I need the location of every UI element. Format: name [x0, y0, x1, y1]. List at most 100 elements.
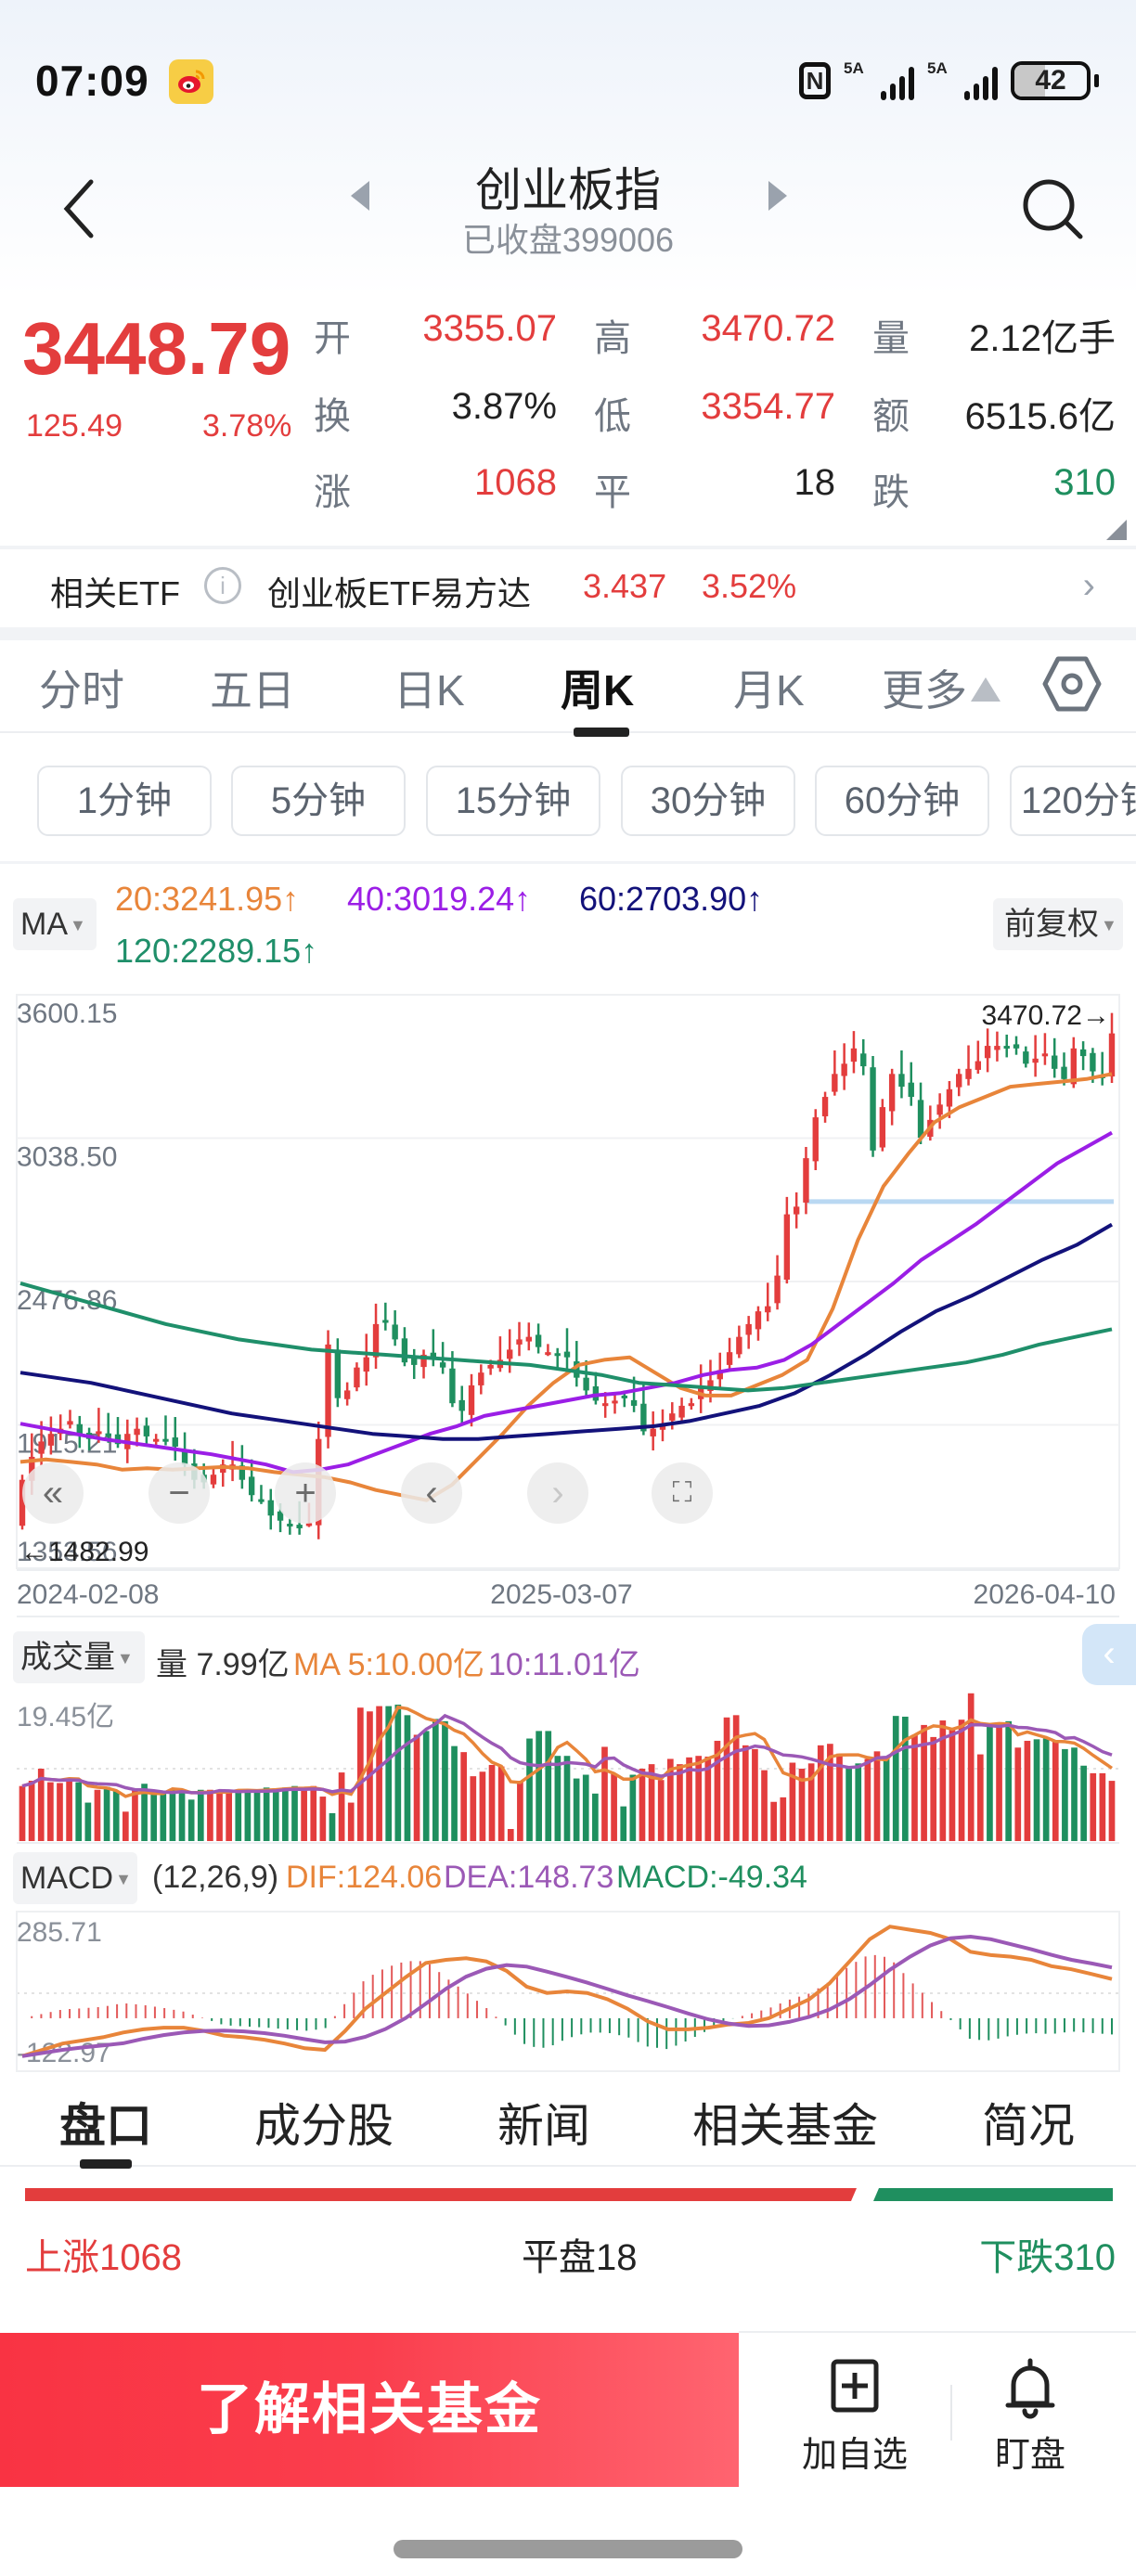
triangle-up-icon — [971, 677, 1000, 702]
tab-overview[interactable]: 简况 — [982, 2100, 1075, 2152]
stock-code-status: 已收盘399006 — [461, 221, 675, 259]
decliners-label: 跌 — [872, 472, 910, 513]
chart-settings-button[interactable] — [1041, 653, 1103, 715]
ma40-value: 40:3019.24↑ — [347, 880, 532, 918]
page-header: 创业板指 已收盘399006 — [0, 153, 1136, 264]
back-button[interactable] — [56, 176, 111, 241]
volume-chart: 19.45亿 — [17, 1693, 1119, 1844]
advancers-label: 涨 — [314, 472, 351, 513]
prev-stock-button[interactable] — [351, 181, 369, 211]
signal-sim1-icon: 5A — [844, 59, 914, 100]
svg-text:2026-04-10: 2026-04-10 — [974, 1579, 1116, 1610]
breadth-bar — [25, 2188, 1113, 2201]
ma-selector[interactable]: MA ▼ — [13, 898, 97, 950]
page-title: 创业板指 — [475, 164, 661, 216]
side-panel-toggle[interactable]: ‹ — [1082, 1624, 1136, 1685]
divider — [0, 546, 1136, 549]
dropdown-arrow-icon: ▼ — [115, 1870, 132, 1888]
high-label: 高 — [594, 318, 631, 359]
ma20-value: 20:3241.95↑ — [115, 880, 300, 918]
macd-params: (12,26,9) — [152, 1860, 279, 1895]
related-etf-label: 相关ETF — [50, 574, 180, 612]
ma120-value: 120:2289.15↑ — [115, 932, 318, 970]
dropdown-arrow-icon: ▼ — [1101, 916, 1117, 934]
tab-order-book[interactable]: 盘口 — [59, 2100, 152, 2152]
last-price: 3448.79 — [22, 307, 291, 390]
divider — [950, 2385, 952, 2441]
etf-change-pct: 3.52% — [702, 567, 797, 605]
price-alert-button[interactable]: 盯盘 — [965, 2357, 1095, 2475]
decliners-count: 下跌310 — [979, 2237, 1116, 2278]
zoom-out-button[interactable]: − — [148, 1462, 210, 1524]
svg-text:285.71: 285.71 — [17, 1917, 102, 1948]
pill-30min[interactable]: 30分钟 — [621, 766, 795, 836]
unchanged-count: 平盘18 — [522, 2237, 638, 2278]
tab-five-day[interactable]: 五日 — [210, 666, 295, 715]
related-etf-row[interactable]: 相关ETF i 创业板ETF易方达 3.437 3.52% › — [0, 552, 1136, 626]
fullscreen-button[interactable]: ⛶ — [652, 1462, 713, 1524]
low-value: 3354.77 — [701, 386, 835, 427]
macd-indicator-selector[interactable]: MACD ▼ — [13, 1852, 137, 1904]
pill-1min[interactable]: 1分钟 — [37, 766, 212, 836]
divider — [739, 2331, 1136, 2333]
period-tabs: 分时 五日 日K 周K 月K 更多 — [0, 640, 1136, 737]
macd-dea: DEA:148.73 — [444, 1860, 614, 1895]
etf-price: 3.437 — [583, 567, 667, 605]
add-watchlist-button[interactable]: 加自选 — [790, 2357, 920, 2475]
price-change-pct: 3.78% — [202, 408, 292, 444]
advancers-value: 1068 — [474, 462, 557, 503]
info-icon[interactable]: i — [204, 567, 241, 604]
next-stock-button[interactable] — [768, 181, 787, 211]
volume-indicator-selector[interactable]: 成交量 ▼ — [13, 1631, 145, 1683]
scroll-right-button[interactable]: › — [527, 1462, 588, 1524]
home-indicator[interactable] — [394, 2540, 742, 2558]
svg-text:2025-03-07: 2025-03-07 — [490, 1579, 632, 1610]
pill-5min[interactable]: 5分钟 — [231, 766, 406, 836]
pill-60min[interactable]: 60分钟 — [815, 766, 989, 836]
related-funds-cta-button[interactable]: 了解相关基金 — [0, 2333, 739, 2487]
candlestick-chart[interactable]: 3600.153038.502476.861915.211353.562024-… — [0, 987, 1136, 1618]
dropdown-arrow-icon: ▼ — [117, 1649, 134, 1668]
open-value: 3355.07 — [422, 308, 557, 349]
unchanged-label: 平 — [594, 472, 631, 513]
status-bar: 07:09 N 5A 5A 42 — [0, 46, 1136, 121]
scroll-left-button[interactable]: ‹ — [401, 1462, 462, 1524]
tab-constituents[interactable]: 成分股 — [254, 2100, 394, 2152]
pill-120min[interactable]: 120分钟 — [1010, 766, 1136, 836]
volume-label: 量 — [872, 318, 910, 359]
tab-intraday[interactable]: 分时 — [39, 666, 124, 715]
volume-value: 量 7.99亿 — [156, 1647, 290, 1682]
tab-monthly-k[interactable]: 月K — [733, 666, 805, 715]
turnover-value: 3.87% — [451, 386, 557, 427]
advancers-bar — [25, 2188, 857, 2201]
svg-text:3038.50: 3038.50 — [17, 1142, 117, 1173]
volume-ma10: 10:11.01亿 — [488, 1647, 640, 1682]
battery-icon: 42 — [1011, 61, 1091, 100]
tab-more[interactable]: 更多 — [882, 657, 1000, 718]
expand-quote-toggle[interactable] — [1106, 520, 1127, 540]
etf-name: 创业板ETF易方达 — [267, 574, 531, 612]
macd-chart: 285.71-122.97 — [16, 1911, 1120, 2072]
scroll-to-start-button[interactable]: « — [22, 1462, 84, 1524]
plus-square-icon — [831, 2359, 879, 2413]
price-change: 125.49 — [26, 408, 123, 444]
svg-text:19.45亿: 19.45亿 — [17, 1702, 114, 1732]
tab-weekly-k[interactable]: 周K — [561, 666, 635, 715]
search-button[interactable] — [1017, 174, 1088, 244]
zoom-in-button[interactable]: + — [275, 1462, 336, 1524]
detail-tabs: 盘口 成分股 新闻 相关基金 简况 — [0, 2074, 1136, 2169]
high-value: 3470.72 — [701, 308, 835, 349]
svg-text:←1482.99: ←1482.99 — [20, 1537, 148, 1567]
unchanged-value: 18 — [794, 462, 836, 503]
open-label: 开 — [314, 318, 351, 359]
svg-text:1353.56: 1353.56 — [17, 1537, 117, 1567]
tab-news[interactable]: 新闻 — [497, 2100, 590, 2152]
pill-15min[interactable]: 15分钟 — [426, 766, 600, 836]
adjust-selector[interactable]: 前复权 ▼ — [993, 898, 1123, 950]
tab-daily-k[interactable]: 日K — [394, 666, 465, 715]
tab-related-funds[interactable]: 相关基金 — [692, 2100, 878, 2152]
macd-hist: MACD:-49.34 — [616, 1860, 807, 1895]
signal-sim2-icon: 5A — [927, 59, 998, 100]
chevron-left-icon — [63, 179, 94, 238]
hexagon-gear-icon — [1042, 656, 1102, 712]
